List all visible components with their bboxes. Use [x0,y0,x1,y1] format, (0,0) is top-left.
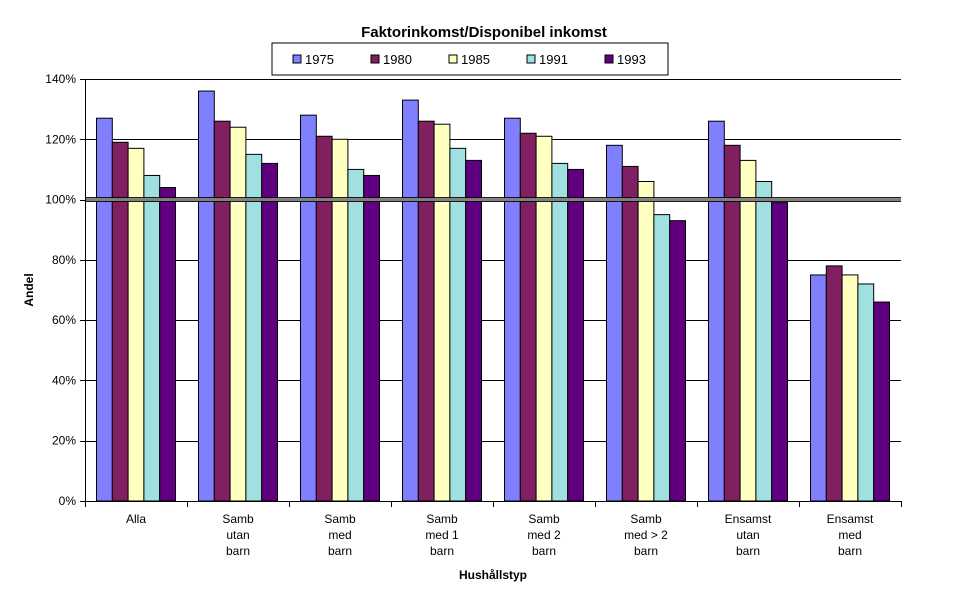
x-tick-label-2-line-2: utan [226,528,249,542]
legend-label-1980: 1980 [383,52,412,67]
legend-swatch-1975 [292,54,302,64]
bar-1985-cat3 [331,138,349,502]
legend-label-1975: 1975 [305,52,334,67]
y-tick-label-20: 20% [52,434,76,448]
bar-1975-cat2 [198,90,215,502]
y-tick-label-120: 120% [45,132,76,146]
legend-label-1991: 1991 [539,52,568,67]
y-axis-label: Andel [22,273,36,306]
bar-1980-cat1 [111,141,129,502]
bar-1993-cat6 [669,220,687,502]
x-tick-label-7-line-1: Ensamst [725,512,772,526]
bar-1975-cat3 [300,114,317,502]
bar-1985-cat5 [535,135,553,502]
reference-line-100 [85,197,901,202]
x-axis-label: Hushållstyp [459,568,527,582]
bar-1991-cat3 [347,168,365,502]
y-tick-label-100: 100% [45,193,76,207]
x-tick-label-2: Samb utan barn [222,512,254,558]
x-tick-label-7-line-3: barn [736,544,760,558]
bar-1980-cat5 [519,132,537,502]
y-tick-labels: 0% 20% 40% 60% 80% 100% 120% 140% [45,72,76,508]
bar-1993-cat8 [873,301,891,502]
bar-1980-cat4 [417,120,435,502]
y-tick-label-0: 0% [59,494,77,508]
bar-1991-cat2 [245,153,263,502]
chart-title: Faktorinkomst/Disponibel inkomst [361,24,607,41]
x-tick-label-3: Samb med barn [324,512,356,558]
x-tick-label-5-line-3: barn [532,544,556,558]
bar-1993-cat7 [771,202,789,502]
x-tick-label-3-line-1: Samb [324,512,356,526]
bar-1985-cat8 [841,274,859,502]
bar-1980-cat6 [621,165,639,502]
legend-swatch-1993 [604,54,614,64]
x-tick-label-6-line-1: Samb [630,512,662,526]
x-tick-label-2-line-1: Samb [222,512,254,526]
bar-1980-cat3 [315,135,333,502]
bar-1993-cat5 [567,168,585,502]
y-tick-label-60: 60% [52,313,76,327]
legend-label-1993: 1993 [617,52,646,67]
bar-1975-cat1 [96,117,113,502]
x-tick-label-5-line-1: Samb [528,512,560,526]
bar-1993-cat2 [261,162,279,502]
bar-1991-cat7 [755,180,773,502]
bar-1980-cat8 [825,265,843,502]
x-tick-label-3-line-2: med [328,528,351,542]
x-tick-label-3-line-3: barn [328,544,352,558]
bar-1985-cat4 [433,123,451,502]
x-tick-label-7-line-2: utan [736,528,759,542]
y-tick-label-40: 40% [52,373,76,387]
legend-frame [271,42,669,76]
bar-1993-cat4 [465,159,483,502]
x-tick-label-6-line-2: med > 2 [624,528,668,542]
bar-1985-cat6 [637,180,655,502]
bar-1991-cat6 [653,214,671,502]
x-tick-label-6: Samb med > 2 barn [624,512,668,558]
legend-swatch-1980 [370,54,380,64]
x-tick-label-4-line-2: med 1 [425,528,459,542]
x-tick-label-1-line-1: Alla [126,512,146,526]
reference-line-band [85,198,901,202]
bar-1991-cat8 [857,283,875,502]
bar-1993-cat3 [363,174,381,502]
x-tick-label-8-line-2: med [838,528,861,542]
y-tick-label-80: 80% [52,253,76,267]
x-tick-label-7: Ensamst utan barn [725,512,772,558]
x-tick-label-4-line-3: barn [430,544,454,558]
x-tick-label-1: Alla [126,512,146,526]
bar-1975-cat5 [504,117,521,502]
bar-1991-cat1 [143,174,161,502]
y-tick-label-140: 140% [45,72,76,86]
legend-swatch-1985 [448,54,458,64]
axes [80,79,902,507]
x-tick-label-5: Samb med 2 barn [527,512,561,558]
x-tick-label-6-line-3: barn [634,544,658,558]
bar-1975-cat4 [402,99,419,502]
x-tick-label-8: Ensamst med barn [827,512,874,558]
bar-1980-cat2 [213,120,231,502]
legend-label-1985: 1985 [461,52,490,67]
x-tick-label-4: Samb med 1 barn [425,512,459,558]
x-tick-labels: Alla Samb utan barn Samb med barn Samb med 1 barn… [126,512,874,558]
x-tick-label-5-line-2: med 2 [527,528,561,542]
legend-swatch-1991 [526,54,536,64]
x-tick-label-4-line-1: Samb [426,512,458,526]
bar-1991-cat5 [551,162,569,502]
bar-1975-cat8 [810,274,827,502]
bar-1993-cat1 [159,187,176,502]
bar-1985-cat2 [229,126,247,502]
x-tick-label-8-line-1: Ensamst [827,512,874,526]
bar-1975-cat7 [708,120,725,502]
legend: 1975 1980 1985 1991 1993 [271,42,669,76]
x-tick-label-8-line-3: barn [838,544,862,558]
x-tick-label-2-line-3: barn [226,544,250,558]
bar-1985-cat7 [739,159,757,502]
